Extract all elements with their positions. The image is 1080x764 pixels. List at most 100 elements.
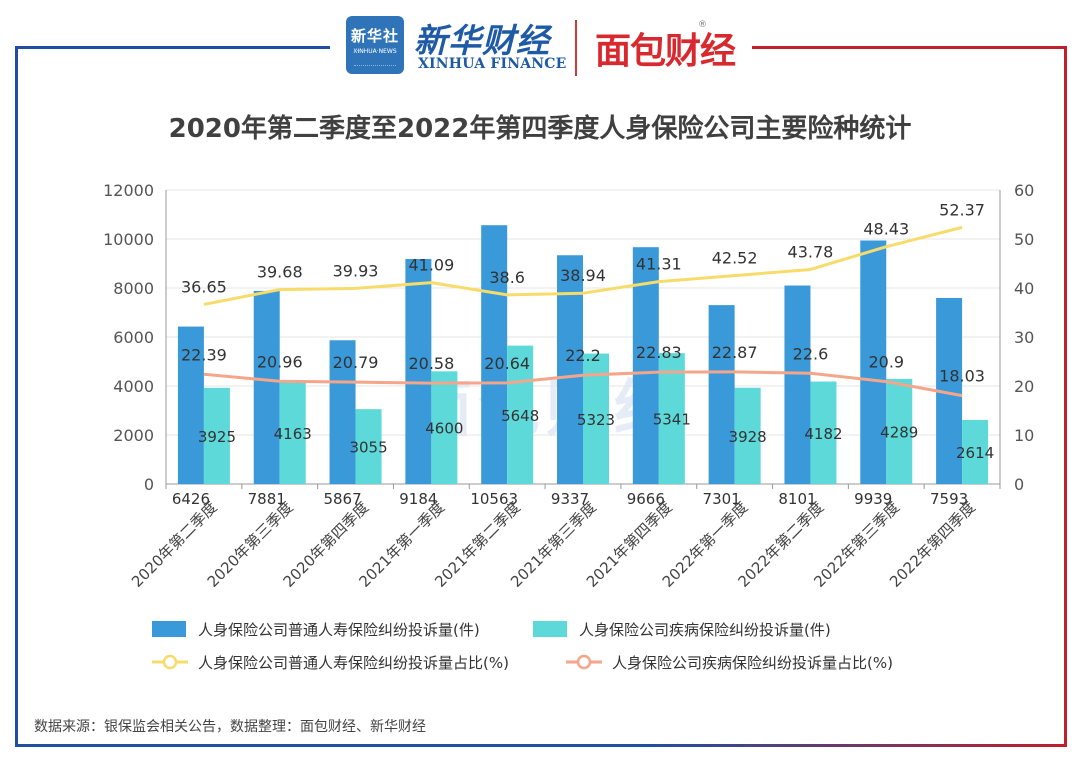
bar-disease-value-label: 2614 [956,444,994,462]
frame-top-right [752,46,1067,49]
legend-item-life-bar[interactable]: 人身保险公司普通人寿保险纠纷投诉量(件) [152,619,480,640]
life-share-value-label: 52.37 [939,200,985,219]
bar-disease-value-label: 5323 [577,411,615,429]
life-share-value-label: 43.78 [788,242,834,261]
y-left-tick-label: 0 [144,475,154,494]
logo-divider [575,20,577,76]
bar-life [253,290,280,484]
xinhua-badge-cn: 新华社 [350,27,399,45]
life-share-value-label: 38.94 [560,266,606,285]
bar-life-value-label: 7593 [930,490,968,508]
chart-title: 2020年第二季度至2022年第四季度人身保险公司主要险种统计 [168,114,912,144]
life-share-value-label: 39.93 [333,261,379,280]
xinhua-badge-en: XINHUA NEWS [353,48,397,55]
life-share-value-label: 39.68 [257,263,303,282]
bar-life [784,285,811,484]
bar-life-value-label: 6426 [172,490,210,508]
bar-life-value-label: 7301 [703,490,741,508]
life-share-value-label: 42.52 [712,249,758,268]
bar-disease [203,387,230,484]
legend-item-disease-bar[interactable]: 人身保险公司疾病保险纠纷投诉量(件) [533,619,831,640]
bar-life-value-label: 5867 [323,490,361,508]
legend-label-life-line: 人身保险公司普通人寿保险纠纷投诉量占比(%) [198,654,509,672]
bar-disease-value-label: 4163 [274,425,312,443]
legend-item-disease-line[interactable]: 人身保险公司疾病保险纠纷投诉量占比(%) [566,652,893,673]
disease-share-value-label: 20.79 [333,353,379,372]
disease-share-value-label: 22.6 [793,344,829,363]
bar-life [329,340,356,484]
registered-mark: ® [698,20,707,30]
bar-life-value-label: 7881 [248,490,286,508]
life-share-value-label: 38.6 [489,268,525,287]
disease-share-value-label: 22.2 [565,346,601,365]
bar-disease-value-label: 5341 [653,411,691,429]
disease-share-value-label: 22.87 [712,343,758,362]
frame-top-left [15,46,330,49]
bar-disease-value-label: 4289 [880,423,918,441]
disease-share-value-label: 20.96 [257,352,303,371]
life-share-value-label: 36.65 [181,277,227,296]
frame-right [1064,46,1067,746]
y-left-tick-label: 12000 [103,181,154,200]
mianbao-caijing-logo: 面包财经 [595,31,736,72]
y-left-tick-label: 6000 [113,328,154,347]
bar-life [860,240,887,484]
legend-swatch-life-bar [152,621,186,637]
y-left-tick-label: 10000 [103,230,154,249]
bar-life [177,326,204,484]
y-right-tick-label: 60 [1014,181,1034,200]
bar-life-value-label: 9939 [854,490,892,508]
bar-disease [507,345,534,484]
frame-bottom [15,744,1067,747]
bar-disease [431,371,458,484]
legend-label-disease-line: 人身保险公司疾病保险纠纷投诉量占比(%) [612,654,893,672]
life-share-value-label: 41.09 [408,256,454,275]
bar-life [708,305,735,484]
bar-disease [962,419,989,484]
y-right-tick-label: 10 [1014,426,1034,445]
bar-disease [279,382,306,484]
frame-left [15,46,18,746]
bar-disease-value-label: 3928 [729,428,767,446]
bar-disease [886,378,913,484]
bar-life-value-label: 9666 [627,490,665,508]
y-right-tick-label: 30 [1014,328,1034,347]
bar-disease [658,353,685,484]
header-logos: 新华社 XINHUA NEWS 新华财经 XINHUA FINANCE 面包财经… [0,8,1080,78]
disease-share-value-label: 20.58 [408,354,454,373]
xinhua-finance-logo-en: XINHUA FINANCE [418,56,567,72]
disease-share-line [203,370,963,398]
bar-disease [355,409,382,484]
life-share-value-label: 48.43 [863,220,909,239]
bar-life-value-label: 9337 [551,490,589,508]
bar-disease-value-label: 4182 [804,425,842,443]
xinhua-news-logo: 新华社 XINHUA NEWS [346,16,404,74]
xinhua-finance-logo-cn: 新华财经 [414,21,550,60]
bar-life [481,225,508,485]
y-right-tick-label: 40 [1014,279,1034,298]
bar-disease [734,387,761,484]
legend-swatch-disease-line [566,654,602,670]
bar-disease-value-label: 5648 [501,407,539,425]
disease-share-value-label: 20.64 [484,354,530,373]
bar-disease-value-label: 3055 [349,439,387,457]
disease-share-value-label: 22.83 [636,343,682,362]
y-right-tick-label: 0 [1014,475,1024,494]
disease-share-value-label: 20.9 [868,353,904,372]
bar-life [632,247,659,484]
legend-item-life-line[interactable]: 人身保险公司普通人寿保险纠纷投诉量占比(%) [152,652,509,673]
legend-swatch-life-line [152,654,188,670]
bar-disease-value-label: 4600 [425,420,463,438]
life-share-value-label: 41.31 [636,255,682,274]
bar-disease-value-label: 3925 [198,428,236,446]
disease-share-value-label: 22.39 [181,345,227,364]
network-icon [354,50,396,66]
legend-swatch-disease-bar [533,621,567,637]
bar-disease [810,381,837,484]
bar-life [557,255,583,484]
bar-life-value-label: 10563 [470,490,518,508]
legend-label-life-bar: 人身保险公司普通人寿保险纠纷投诉量(件) [198,621,480,639]
y-left-tick-label: 2000 [113,426,154,445]
y-right-tick-label: 20 [1014,377,1034,396]
